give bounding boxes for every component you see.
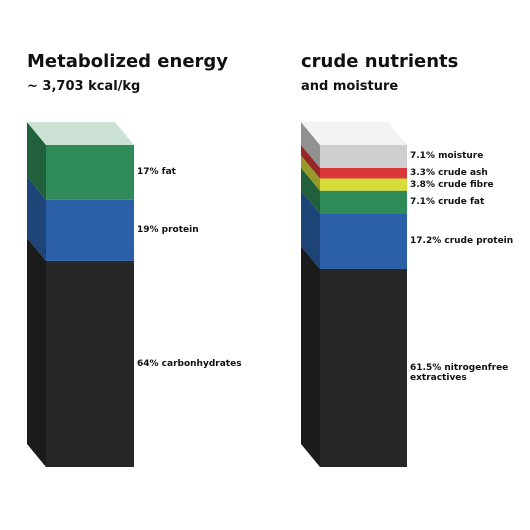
bar-segment xyxy=(320,190,407,214)
bar-side xyxy=(27,237,46,467)
bar-side xyxy=(301,155,320,191)
bar-segment xyxy=(46,199,134,261)
bar-segment xyxy=(320,145,407,168)
bar-segment xyxy=(320,268,407,467)
value-label: 19% protein xyxy=(137,225,199,236)
value-label: 3.8% crude fibre xyxy=(410,179,494,190)
value-label: 64% carbonhydrates xyxy=(137,358,242,369)
value-label: 3.3% crude ash xyxy=(410,168,488,179)
value-label: 17% fat xyxy=(137,167,176,178)
bar-segment xyxy=(46,145,134,200)
bar-side xyxy=(301,167,320,214)
bar-side xyxy=(27,176,46,261)
chart-subtitle: ~ 3,703 kcal/kg xyxy=(27,79,141,94)
chart-title: Metabolized energy xyxy=(27,51,229,72)
bar-segment xyxy=(320,167,407,179)
value-label: 7.1% moisture xyxy=(410,151,484,162)
bar-side xyxy=(301,245,320,467)
value-label: 7.1% crude fat xyxy=(410,197,485,208)
bar-segment xyxy=(320,213,407,269)
bar-side xyxy=(301,190,320,269)
bar-top xyxy=(27,122,134,145)
bar-top xyxy=(301,122,407,145)
value-label: 61.5% nitrogenfree extractives xyxy=(410,362,509,383)
chart-subtitle: and moisture xyxy=(301,79,399,94)
bar-side xyxy=(27,122,46,200)
value-label: 17.2% crude protein xyxy=(410,236,514,247)
bar-side xyxy=(301,122,320,168)
chart-title: crude nutrients xyxy=(301,51,459,72)
bar-segment xyxy=(46,260,134,467)
bar-segment xyxy=(320,178,407,191)
bar-side xyxy=(301,144,320,179)
